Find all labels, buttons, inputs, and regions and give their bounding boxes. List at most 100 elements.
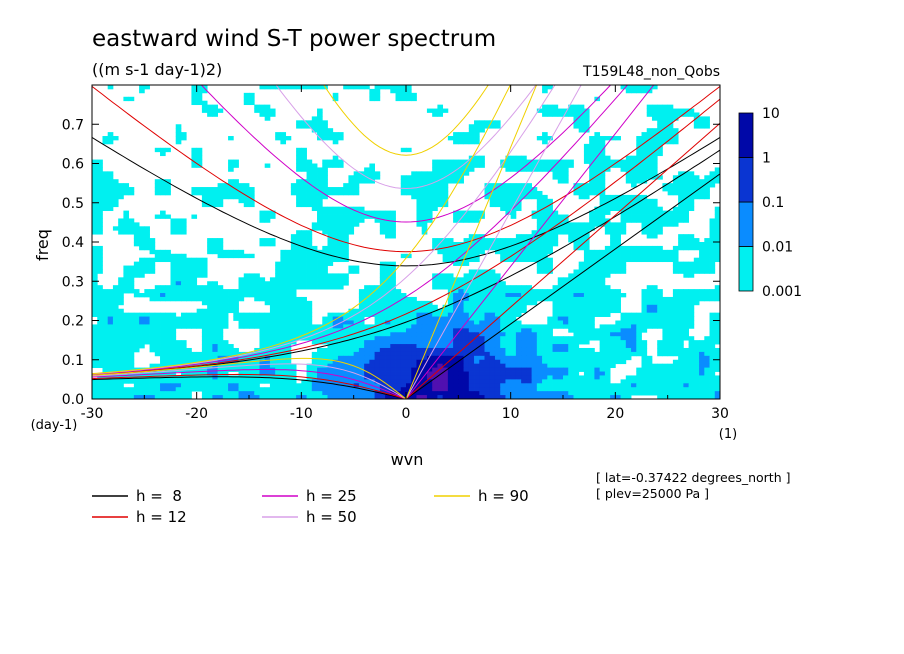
power-cell	[447, 249, 454, 255]
power-cell	[646, 163, 653, 168]
power-cell	[463, 383, 470, 388]
power-cell	[615, 344, 621, 349]
power-cell	[641, 151, 648, 157]
power-cell	[468, 351, 475, 357]
power-cell	[317, 355, 323, 361]
power-cell	[301, 151, 307, 157]
power-cell	[610, 265, 616, 270]
power-cell	[379, 355, 386, 361]
power-cell	[583, 253, 590, 259]
power-cell	[573, 230, 580, 235]
power-cell	[353, 316, 360, 321]
power-cell	[296, 147, 302, 153]
power-cell	[290, 395, 297, 399]
power-cell	[437, 167, 444, 172]
power-cell	[662, 312, 669, 317]
power-cell	[196, 96, 203, 102]
power-cell	[112, 183, 119, 188]
power-cell	[468, 355, 475, 361]
power-cell	[683, 324, 689, 329]
power-cell	[322, 128, 328, 133]
power-cell	[589, 285, 595, 290]
power-cell	[379, 210, 386, 215]
power-cell	[678, 363, 684, 369]
power-cell	[589, 136, 595, 141]
power-cell	[641, 171, 648, 176]
power-cell	[107, 359, 114, 365]
power-cell	[678, 304, 684, 310]
power-cell	[228, 194, 234, 200]
power-cell	[128, 328, 135, 333]
power-cell	[102, 312, 109, 317]
power-cell	[594, 155, 601, 160]
power-cell	[693, 238, 700, 243]
power-cell	[714, 320, 720, 325]
power-cell	[327, 230, 334, 235]
power-cell	[254, 285, 260, 290]
power-cell	[463, 171, 470, 176]
power-cell	[353, 190, 360, 196]
power-cell	[631, 245, 637, 251]
power-cell	[484, 308, 491, 314]
power-cell	[547, 347, 553, 353]
power-cell	[390, 234, 396, 239]
power-cell	[264, 379, 271, 384]
power-cell	[693, 245, 700, 251]
power-cell	[212, 371, 218, 376]
power-cell	[353, 379, 360, 384]
power-cell	[657, 245, 663, 251]
power-cell	[625, 210, 632, 215]
power-cell	[353, 363, 360, 369]
power-cell	[112, 340, 119, 345]
power-cell	[479, 124, 485, 129]
power-cell	[207, 285, 213, 290]
power-cell	[610, 159, 616, 164]
power-cell	[458, 163, 464, 168]
power-cell	[636, 328, 642, 333]
power-cell	[688, 371, 695, 376]
power-cell	[306, 371, 313, 376]
power-cell	[589, 293, 595, 298]
power-cell	[662, 336, 669, 341]
power-cell	[311, 324, 318, 329]
power-cell	[118, 347, 124, 353]
power-cell	[542, 214, 548, 219]
power-cell	[657, 320, 663, 325]
power-cell	[589, 363, 595, 369]
power-cell	[515, 285, 522, 290]
power-cell	[709, 218, 716, 223]
power-cell	[646, 139, 653, 145]
power-cell	[484, 383, 491, 388]
power-cell	[458, 359, 464, 365]
power-cell	[139, 316, 145, 321]
power-cell	[505, 379, 512, 384]
power-cell	[180, 261, 187, 266]
power-cell	[552, 242, 559, 247]
power-cell	[290, 265, 297, 270]
power-cell	[322, 347, 328, 353]
power-cell	[683, 312, 689, 317]
power-cell	[594, 312, 601, 317]
power-cell	[693, 289, 700, 294]
power-cell	[133, 344, 140, 349]
power-cell	[400, 379, 407, 384]
power-cell	[610, 300, 616, 306]
power-cell	[123, 214, 130, 219]
power-cell	[180, 359, 187, 365]
power-cell	[494, 379, 501, 384]
power-cell	[222, 391, 229, 396]
power-cell	[170, 359, 177, 365]
power-cell	[228, 379, 234, 384]
power-cell	[442, 202, 449, 208]
power-cell	[97, 202, 103, 208]
power-cell	[578, 387, 585, 392]
power-cell	[631, 171, 637, 176]
power-cell	[662, 112, 669, 117]
power-cell	[620, 269, 627, 274]
power-cell	[411, 190, 417, 196]
power-cell	[583, 308, 590, 314]
power-cell	[275, 293, 281, 298]
power-cell	[379, 218, 386, 223]
power-cell	[332, 277, 339, 282]
power-cell	[228, 304, 234, 310]
